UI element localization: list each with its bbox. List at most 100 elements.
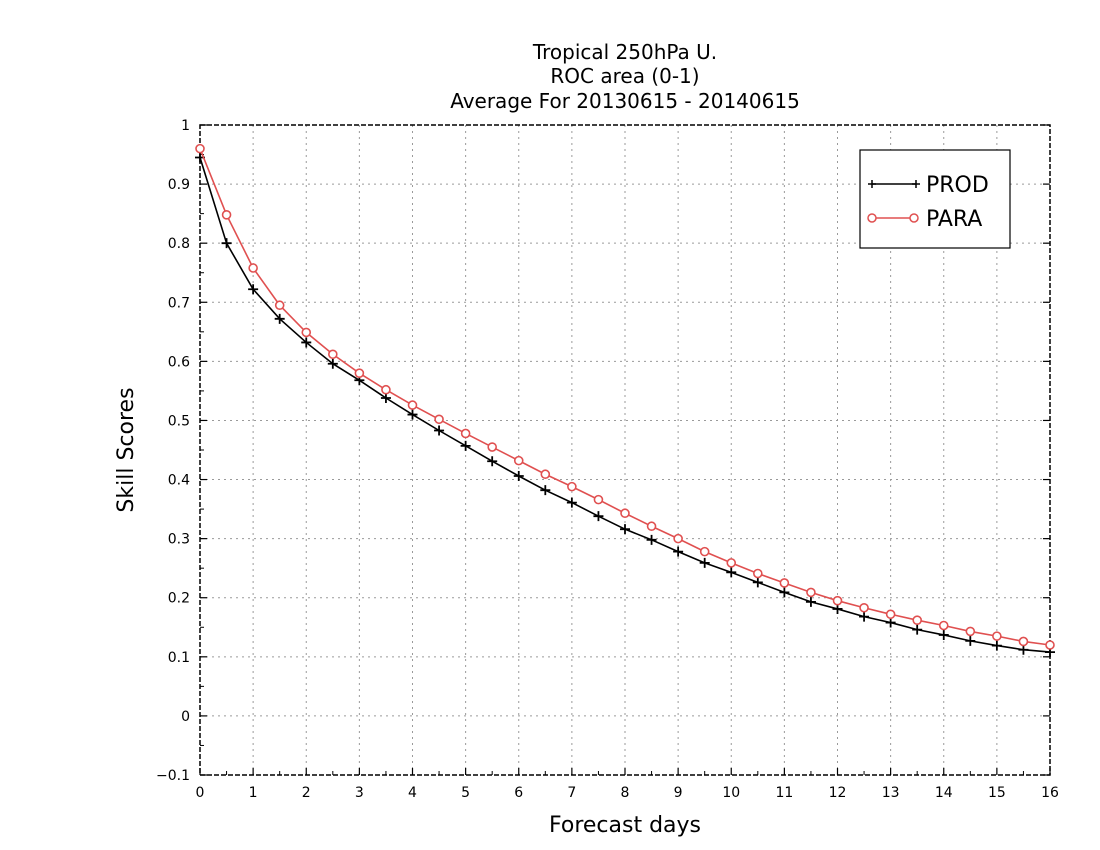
x-tick-label: 15	[988, 785, 1006, 801]
y-tick-label: 0	[181, 709, 190, 725]
data-point	[646, 521, 657, 532]
x-tick-label: 13	[882, 785, 900, 801]
data-point	[301, 337, 312, 348]
y-tick-label: 0.6	[168, 354, 190, 370]
data-point	[221, 238, 232, 249]
y-tick-label: 0.7	[168, 295, 190, 311]
data-point	[380, 393, 391, 403]
data-point	[620, 524, 630, 535]
data-point	[274, 300, 285, 311]
legend: PROD PARA	[859, 149, 1011, 249]
data-point	[593, 511, 604, 522]
series-para	[195, 143, 1055, 650]
legend-prod-label: PROD	[926, 173, 989, 198]
data-point	[513, 455, 524, 466]
legend-prod-marker-right	[912, 180, 920, 188]
data-point	[1018, 636, 1029, 647]
data-point	[513, 471, 524, 481]
data-point	[540, 485, 551, 496]
x-tick-label: 11	[775, 785, 793, 801]
data-point	[540, 469, 551, 480]
data-point	[992, 631, 1002, 641]
data-point	[673, 533, 683, 544]
y-tick-label: 0.4	[168, 473, 190, 489]
data-series	[195, 143, 1055, 658]
data-point	[885, 617, 896, 628]
data-point	[965, 635, 976, 646]
data-point	[885, 609, 896, 620]
legend-para-label: PARA	[926, 207, 982, 232]
data-point	[566, 497, 577, 508]
data-point	[593, 494, 604, 505]
data-point	[646, 534, 657, 545]
data-point	[354, 368, 365, 378]
data-point	[699, 557, 710, 568]
data-point	[912, 615, 922, 625]
legend-para-marker-left	[867, 213, 877, 223]
data-point	[487, 442, 497, 452]
data-point	[248, 263, 258, 273]
data-point	[460, 428, 471, 439]
x-tick-label: 4	[408, 785, 417, 801]
data-point	[965, 626, 976, 637]
data-point	[859, 611, 870, 622]
title-line-1: Tropical 250hPa U.	[532, 40, 717, 64]
y-tick-label: 0.8	[168, 236, 190, 252]
y-tick-label: 0.9	[168, 177, 190, 193]
series-prod	[195, 152, 1055, 658]
x-tick-label: 10	[722, 785, 740, 801]
data-point	[221, 210, 232, 220]
axis-ticks	[199, 124, 1051, 776]
data-point	[407, 400, 418, 410]
legend-para-marker-right	[909, 213, 919, 223]
data-point	[248, 284, 259, 295]
y-tick-label: 1	[181, 118, 190, 134]
legend-prod-marker-left	[868, 180, 876, 188]
x-axis-label: Forecast days	[549, 813, 701, 838]
x-tick-label: 8	[621, 785, 630, 801]
data-point	[434, 414, 444, 425]
data-point	[620, 508, 630, 519]
y-tick-label: 0.1	[168, 650, 190, 666]
data-point	[991, 640, 1002, 651]
data-point	[859, 602, 869, 613]
y-tick-label: −0.1	[156, 768, 190, 784]
data-point	[327, 358, 338, 369]
data-point	[938, 629, 949, 640]
x-tick-labels: 0 1 2 3 4 5 6 7 8 9 10 11 12 13 14 15 16	[196, 785, 1059, 801]
data-point	[805, 596, 816, 607]
data-point	[487, 456, 498, 467]
title-line-3: Average For 20130615 - 20140615	[450, 89, 800, 113]
legend-item-prod: PROD	[868, 173, 989, 198]
data-point	[381, 384, 391, 395]
y-axis-label: Skill Scores	[114, 387, 139, 512]
data-point	[752, 577, 763, 588]
data-point	[699, 546, 710, 557]
data-point	[779, 587, 790, 598]
data-point	[1045, 640, 1055, 650]
x-tick-label: 14	[935, 785, 953, 801]
x-tick-label: 7	[567, 785, 576, 801]
y-tick-label: 0.3	[168, 532, 190, 548]
legend-item-para: PARA	[867, 207, 982, 232]
data-point	[832, 595, 843, 606]
data-point	[274, 313, 285, 324]
data-point	[1018, 644, 1029, 655]
title-line-2: ROC area (0-1)	[550, 64, 699, 88]
x-tick-label: 2	[302, 785, 311, 801]
y-tick-label: 0.5	[168, 413, 190, 429]
legend-box	[859, 149, 1011, 249]
data-point	[726, 567, 737, 578]
data-point	[567, 481, 577, 492]
data-point	[673, 546, 684, 557]
data-point	[434, 425, 445, 436]
data-point	[779, 578, 790, 588]
y-tick-labels: −0.1 0 0.1 0.2 0.3 0.4 0.5 0.6 0.7 0.8 0.9 1	[156, 118, 190, 784]
data-point	[460, 440, 471, 451]
data-point	[407, 409, 418, 420]
data-point	[938, 620, 949, 631]
data-point	[328, 349, 338, 360]
x-tick-label: 9	[674, 785, 683, 801]
data-point	[726, 558, 737, 568]
